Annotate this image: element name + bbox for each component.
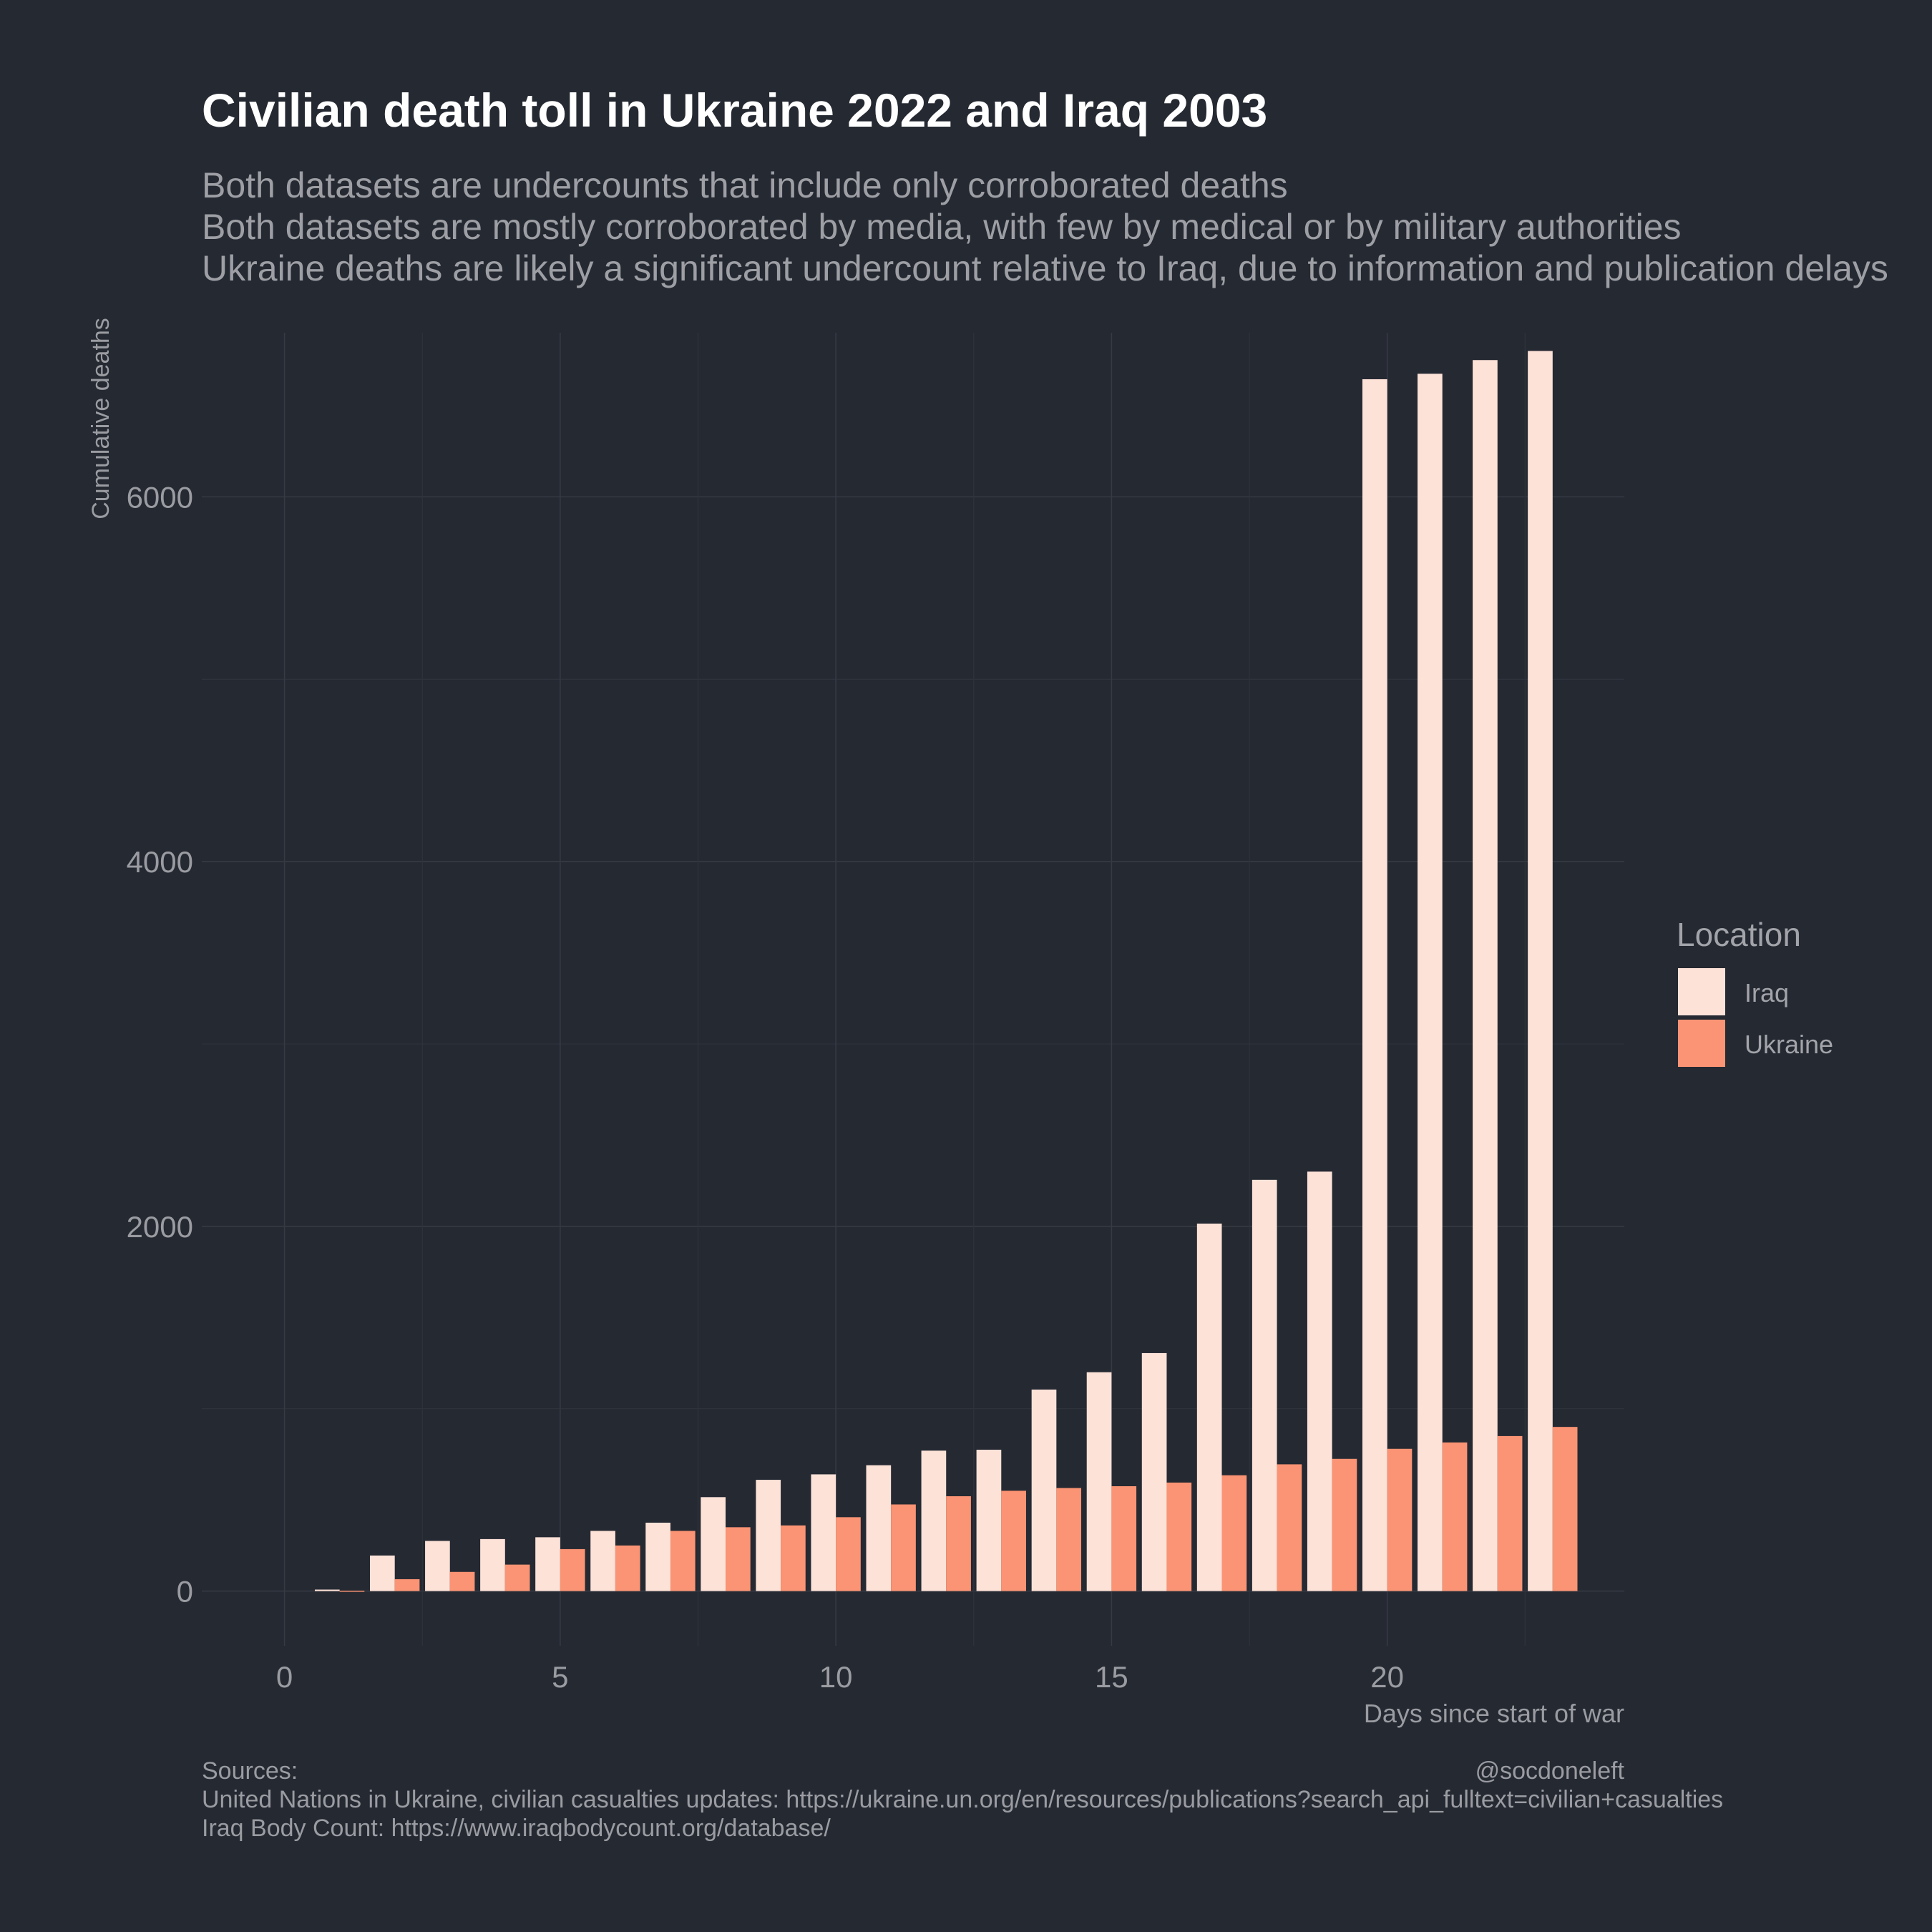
caption-handle: @socdoneleft [1475, 1757, 1625, 1785]
bar-ukraine-day-11 [891, 1504, 916, 1591]
caption-source-un: United Nations in Ukraine, civilian casu… [202, 1786, 1723, 1813]
bar-ukraine-day-13 [1001, 1491, 1026, 1591]
bars [314, 351, 1578, 1592]
legend-swatch-ukraine [1678, 1020, 1725, 1067]
legend-title: Location [1677, 916, 1801, 953]
bar-iraq-day-20 [1362, 379, 1387, 1591]
bar-ukraine-day-7 [670, 1531, 696, 1591]
bar-iraq-day-17 [1196, 1223, 1222, 1591]
x-tick-label: 5 [552, 1660, 568, 1694]
x-tick-label: 15 [1095, 1660, 1128, 1694]
bar-ukraine-day-4 [504, 1564, 530, 1591]
bar-ukraine-day-10 [836, 1517, 861, 1591]
y-axis: 0 2000 4000 6000 [127, 480, 193, 1608]
bar-ukraine-day-14 [1056, 1488, 1082, 1591]
bar-iraq-day-22 [1473, 360, 1498, 1591]
bar-ukraine-day-12 [946, 1496, 971, 1591]
bar-iraq-day-19 [1307, 1171, 1332, 1591]
bar-ukraine-day-21 [1442, 1442, 1468, 1591]
x-tick-label: 0 [276, 1660, 293, 1694]
bar-ukraine-day-9 [781, 1525, 806, 1591]
bar-iraq-day-6 [590, 1531, 615, 1591]
bar-iraq-day-23 [1528, 351, 1553, 1591]
bar-ukraine-day-1 [339, 1591, 365, 1592]
caption-sources-label: Sources: [202, 1757, 298, 1785]
bar-iraq-day-7 [645, 1522, 670, 1591]
bar-iraq-day-15 [1086, 1372, 1112, 1591]
chart-subtitle-line-2: Both datasets are mostly corroborated by… [202, 207, 1682, 247]
bar-iraq-day-9 [756, 1480, 781, 1591]
bar-iraq-day-3 [425, 1541, 450, 1591]
bar-iraq-day-18 [1252, 1179, 1277, 1591]
caption-source-ibc: Iraq Body Count: https://www.iraqbodycou… [202, 1815, 831, 1842]
bar-iraq-day-5 [535, 1537, 560, 1591]
legend: Location Iraq Ukraine [1677, 916, 1833, 1067]
legend-label-iraq: Iraq [1745, 978, 1789, 1008]
bar-iraq-day-11 [866, 1465, 892, 1591]
bar-ukraine-day-19 [1332, 1458, 1357, 1591]
bar-iraq-day-1 [314, 1589, 340, 1591]
legend-label-ukraine: Ukraine [1745, 1030, 1833, 1059]
legend-swatch-iraq [1678, 968, 1725, 1015]
bar-iraq-day-12 [921, 1450, 947, 1591]
bar-iraq-day-2 [370, 1555, 395, 1591]
bar-ukraine-day-3 [449, 1571, 475, 1591]
y-tick-label: 6000 [127, 480, 193, 514]
chart-title: Civilian death toll in Ukraine 2022 and … [202, 84, 1267, 137]
bar-iraq-day-4 [480, 1538, 505, 1591]
bar-iraq-day-16 [1141, 1352, 1167, 1591]
bar-ukraine-day-2 [394, 1579, 420, 1591]
y-tick-label: 4000 [127, 845, 193, 879]
bar-ukraine-day-23 [1552, 1427, 1578, 1591]
bar-ukraine-day-17 [1221, 1475, 1247, 1591]
bar-ukraine-day-20 [1387, 1448, 1413, 1591]
y-tick-label: 2000 [127, 1210, 193, 1244]
chart-subtitle-line-3: Ukraine deaths are likely a significant … [202, 248, 1888, 288]
bar-iraq-day-14 [1031, 1389, 1057, 1591]
bar-ukraine-day-15 [1111, 1485, 1137, 1591]
x-tick-label: 10 [819, 1660, 853, 1694]
x-tick-label: 20 [1370, 1660, 1404, 1694]
bar-iraq-day-10 [811, 1474, 836, 1591]
bar-ukraine-day-8 [726, 1527, 751, 1591]
bar-iraq-day-13 [976, 1450, 1002, 1591]
bar-ukraine-day-16 [1166, 1482, 1192, 1591]
bar-ukraine-day-6 [615, 1545, 640, 1591]
bar-ukraine-day-18 [1277, 1464, 1302, 1591]
bar-iraq-day-21 [1418, 374, 1443, 1591]
bar-ukraine-day-22 [1497, 1435, 1523, 1591]
x-axis-title: Days since start of war [1364, 1699, 1624, 1728]
x-axis: 0 5 10 15 20 [276, 1660, 1404, 1694]
y-tick-label: 0 [177, 1575, 193, 1609]
caption: Sources: United Nations in Ukraine, civi… [202, 1757, 1723, 1842]
y-axis-title: Cumulative deaths [87, 318, 114, 519]
bar-iraq-day-8 [701, 1497, 726, 1591]
chart-subtitle-line-1: Both datasets are undercounts that inclu… [202, 165, 1288, 205]
bar-ukraine-day-5 [560, 1548, 585, 1591]
